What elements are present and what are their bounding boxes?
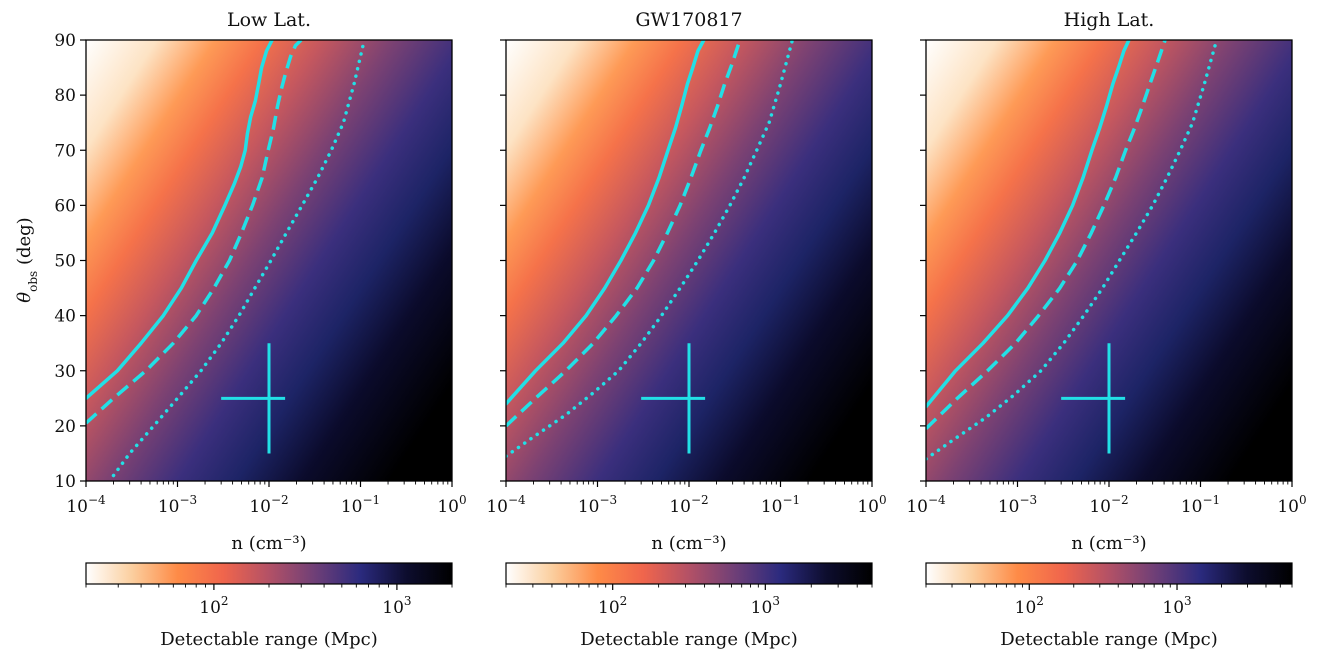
x-tick-label: 10−1 bbox=[1181, 493, 1220, 517]
colorbar bbox=[506, 563, 872, 584]
colorbar-tick-label: 102 bbox=[1015, 594, 1044, 618]
panel-2: GW170817 10−4 10−3 10−2 10−1 100 n (cm⁻³) 102 10… bbox=[486, 9, 886, 650]
y-tick-label: 70 bbox=[54, 141, 76, 161]
colorbar-label: Detectable range (Mpc) bbox=[160, 629, 378, 650]
colorbar-tick-label: 103 bbox=[382, 594, 411, 618]
x-tick-label: 10−4 bbox=[906, 493, 946, 517]
y-tick-label: 20 bbox=[54, 417, 76, 437]
x-tick-label: 10−2 bbox=[1089, 493, 1128, 517]
colorbar bbox=[926, 563, 1292, 584]
y-tick-label: 60 bbox=[54, 196, 76, 216]
x-tick-label: 100 bbox=[1277, 493, 1306, 517]
x-axis-label: n (cm⁻³) bbox=[651, 533, 726, 554]
x-tick-label: 10−3 bbox=[998, 493, 1037, 517]
y-tick-label: 30 bbox=[54, 362, 76, 382]
y-axis-label: θobs (deg) bbox=[14, 217, 40, 302]
colorbar-tick-label: 103 bbox=[751, 594, 780, 618]
colorbar bbox=[86, 563, 452, 584]
x-tick-label: 10−3 bbox=[578, 493, 617, 517]
x-tick-label: 10−4 bbox=[66, 493, 106, 517]
panel-title: GW170817 bbox=[635, 9, 742, 31]
x-axis-label: n (cm⁻³) bbox=[231, 533, 306, 554]
y-tick-label: 90 bbox=[54, 31, 76, 51]
colorbar-tick-label: 103 bbox=[1162, 594, 1191, 618]
x-axis-label: n (cm⁻³) bbox=[1071, 533, 1146, 554]
y-tick-label: 10 bbox=[54, 472, 76, 492]
x-tick-label: 10−3 bbox=[158, 493, 197, 517]
y-axis-label-symbol: θ bbox=[14, 292, 35, 303]
panel-title: Low Lat. bbox=[227, 9, 311, 31]
colorbar-tick-label: 102 bbox=[598, 594, 627, 618]
panel-title: High Lat. bbox=[1064, 9, 1155, 31]
colorbar-tick-label: 102 bbox=[199, 594, 228, 618]
y-axis-label-unit: (deg) bbox=[14, 217, 35, 270]
y-tick-label: 80 bbox=[54, 86, 76, 106]
y-axis-label-subscript: obs bbox=[26, 271, 40, 292]
x-tick-label: 10−1 bbox=[761, 493, 800, 517]
y-tick-label: 40 bbox=[54, 307, 76, 327]
colorbar-label: Detectable range (Mpc) bbox=[1000, 629, 1218, 650]
y-tick-label: 50 bbox=[54, 252, 76, 272]
x-tick-label: 100 bbox=[437, 493, 466, 517]
colorbar-label: Detectable range (Mpc) bbox=[580, 629, 798, 650]
x-tick-label: 10−4 bbox=[486, 493, 526, 517]
x-tick-label: 100 bbox=[857, 493, 886, 517]
x-tick-label: 10−1 bbox=[341, 493, 380, 517]
panel-1: Low Lat. 10−4 10−3 10−2 10−1 100 10 20 30 40 50 60 7… bbox=[54, 9, 466, 650]
x-tick-label: 10−2 bbox=[669, 493, 708, 517]
x-tick-label: 10−2 bbox=[249, 493, 288, 517]
panel-3: High Lat. 10−4 10−3 10−2 10−1 100 n (cm⁻³) 102 1… bbox=[906, 9, 1306, 650]
